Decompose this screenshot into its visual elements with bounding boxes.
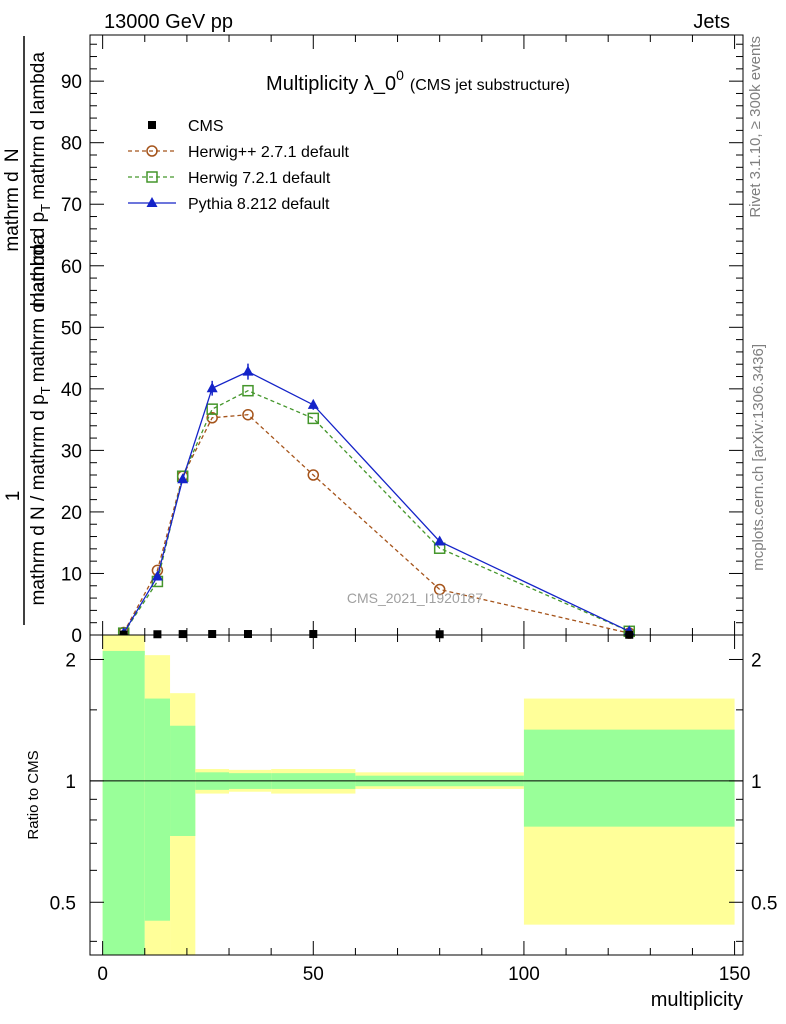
- series-line: [123, 414, 630, 634]
- main-ytick-label: 20: [61, 503, 82, 524]
- ratio-frame: [89, 634, 744, 956]
- cms-point: [153, 630, 162, 639]
- pythia-point: [434, 535, 446, 546]
- legend-item: Pythia 8.212 default: [128, 196, 330, 213]
- ylabel-denominator-rest: mathrm d lambda: [28, 234, 49, 382]
- cms-point: [178, 630, 187, 639]
- ratio-ylabel: Ratio to CMS: [25, 750, 42, 839]
- ratio-band-inner: [144, 698, 171, 921]
- pythia-point: [177, 473, 189, 484]
- main-ytick-label: 80: [61, 134, 82, 155]
- series-line: [123, 370, 630, 634]
- ratio-ytick-label: 2: [65, 650, 76, 671]
- legend-label: Herwig++ 2.7.1 default: [188, 144, 350, 161]
- series-line: [123, 389, 630, 634]
- main-ytick-label: 30: [61, 441, 82, 462]
- cms-point: [208, 630, 217, 639]
- ylabel-fraction-den-text: mathrm d p: [28, 212, 49, 308]
- legend-item: Herwig++ 2.7.1 default: [128, 144, 350, 161]
- ylabel-fraction-num: mathrm d2 N: [0, 148, 23, 251]
- herwig7-point: [206, 403, 218, 415]
- legend-label: CMS: [188, 118, 224, 135]
- ratio-xtick-label: 50: [303, 964, 324, 985]
- main-title-sup: 0: [396, 67, 404, 83]
- main-ytick-label: 50: [61, 318, 82, 339]
- pythia-point: [146, 197, 158, 207]
- main-ytick-label: 40: [61, 380, 82, 401]
- side-text-top: Rivet 3.1.10, ≥ 300k events: [747, 36, 764, 218]
- ratio-ytick-label: 1: [65, 772, 76, 793]
- pythia-point: [307, 398, 319, 409]
- main-ytick-label: 0: [71, 626, 82, 647]
- ratio-bands: [102, 635, 735, 955]
- ylabel-one: 1: [3, 491, 24, 502]
- herwig-pp-point: [433, 583, 446, 596]
- legend: CMS Herwig++ 2.7.1 default Herwig 7.2.1 de…: [128, 118, 350, 213]
- ratio-panel: 0.5 0.5 1 1 2 2 0 50 100 150 Ratio to CMS multipl…: [25, 634, 777, 1011]
- main-ytick-label: 70: [61, 195, 82, 216]
- pythia-point: [206, 382, 218, 393]
- header-left-text: 13000 GeV pp: [104, 11, 233, 33]
- watermark: CMS_2021_I1920187: [347, 590, 483, 606]
- xlabel: multiplicity: [651, 989, 743, 1011]
- legend-item: Herwig 7.2.1 default: [128, 170, 331, 187]
- ratio-band-inner: [102, 650, 145, 955]
- herwig7-point: [242, 384, 254, 397]
- herwig7-point: [146, 171, 158, 183]
- herwig-pp-point: [146, 145, 158, 157]
- ylabel-fraction-den-sub: T: [38, 204, 53, 212]
- cms-point: [243, 630, 252, 639]
- ylabel-fraction-den: mathrm d pTmathrm d lambda: [28, 52, 53, 308]
- ratio-xtick-label: 0: [97, 964, 108, 985]
- cms-point: [435, 630, 444, 639]
- main-ylabel: 1 mathrm d N / mathrm d pTmathrm d lambd…: [0, 36, 53, 625]
- ylabel-denominator-text: mathrm d N / mathrm d p: [28, 394, 49, 605]
- main-title-text: Multiplicity λ_0: [266, 73, 396, 95]
- legend-label: Pythia 8.212 default: [188, 196, 330, 213]
- main-axis-ticks: 0 10 20 30 40 50 60 70 80 90: [61, 35, 743, 647]
- cms-point: [148, 121, 156, 129]
- ratio-ytick-label-right: 1: [751, 772, 762, 793]
- ratio-xtick-label: 150: [719, 964, 751, 985]
- herwig-pp-point: [307, 469, 320, 481]
- ylabel-fraction-num-text: mathrm d: [2, 171, 23, 251]
- herwig-pp-point: [242, 408, 254, 421]
- ylabel-fraction-num-rest: N: [2, 148, 23, 162]
- main-ytick-label: 60: [61, 257, 82, 278]
- ratio-band-inner: [523, 729, 735, 827]
- ratio-ytick-label-right: 2: [751, 650, 762, 671]
- ylabel-fraction-num-sup: 2: [0, 164, 13, 171]
- series-0: [119, 630, 634, 639]
- legend-label: Herwig 7.2.1 default: [188, 170, 331, 187]
- pythia-point: [151, 570, 163, 581]
- ratio-ytick-label: 0.5: [50, 893, 76, 914]
- legend-item: CMS: [148, 118, 224, 135]
- ylabel-denominator: mathrm d N / mathrm d pTmathrm d lambda: [28, 234, 53, 605]
- header-right-text: Jets: [693, 11, 730, 33]
- main-title: Multiplicity λ_00 (CMS jet substructure): [266, 67, 570, 95]
- cms-point: [309, 630, 318, 639]
- ratio-ytick-label-right: 0.5: [751, 893, 777, 914]
- main-panel: 0 10 20 30 40 50 60 70 80 90 CMS_2021_I1920187 Mu…: [61, 34, 744, 647]
- main-ytick-label: 10: [61, 564, 82, 585]
- pythia-point: [242, 365, 254, 376]
- ylabel-fraction-den-rest: mathrm d lambda: [28, 52, 49, 200]
- herwig7-point: [307, 412, 320, 425]
- main-subtitle: (CMS jet substructure): [410, 77, 570, 94]
- ratio-axis-ticks: 0.5 0.5 1 1 2 2 0 50 100 150: [50, 635, 777, 985]
- ratio-xtick-label: 100: [508, 964, 540, 985]
- ylabel-denominator-sub: T: [38, 386, 53, 394]
- herwig-pp-point: [206, 412, 218, 424]
- main-ytick-label: 90: [61, 72, 82, 93]
- side-text-bottom: mcplots.cern.ch [arXiv:1306.3436]: [750, 344, 767, 571]
